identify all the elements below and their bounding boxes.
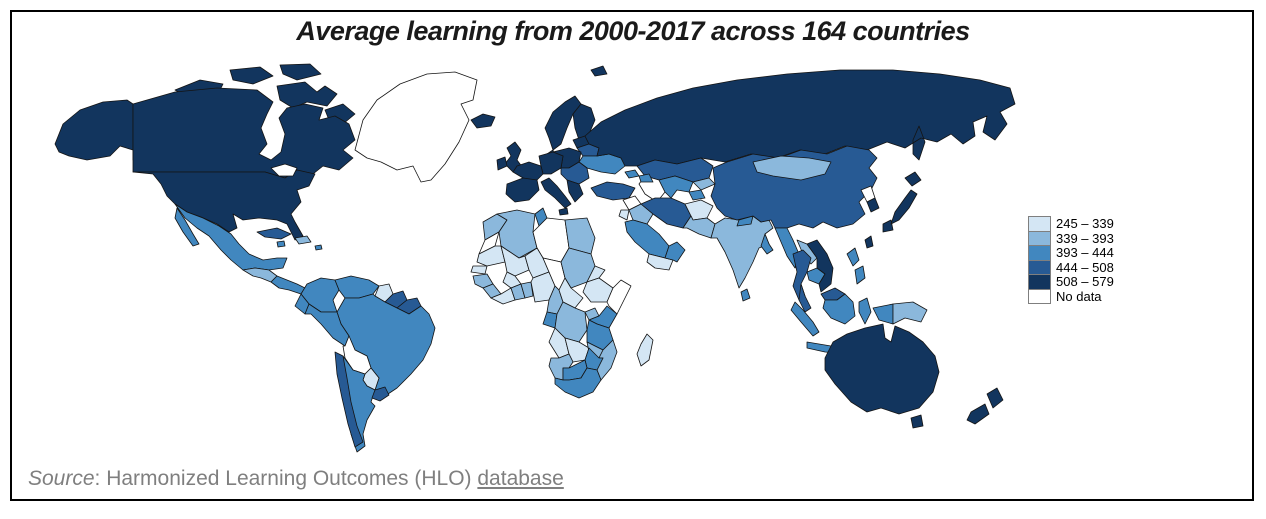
legend-swatch-bin4 xyxy=(1028,259,1051,275)
region-bangladesh xyxy=(760,233,774,255)
region-azerbaijan xyxy=(638,173,654,183)
region-mongolia xyxy=(752,155,832,181)
region-iceland xyxy=(470,113,496,129)
source-database-link[interactable]: database xyxy=(477,467,564,490)
map-regions xyxy=(54,63,1016,453)
region-germany-central xyxy=(538,151,564,175)
region-philippines xyxy=(846,247,866,285)
legend-row: 245 – 339 xyxy=(1028,216,1114,232)
legend-swatch-bin1 xyxy=(1028,216,1051,232)
region-guatemala-honduras xyxy=(242,267,278,283)
region-uzbekistan xyxy=(658,175,694,199)
map-legend: 245 – 339 339 – 393 393 – 444 444 – 508 … xyxy=(1028,216,1114,304)
legend-label: No data xyxy=(1056,288,1102,304)
region-senegal xyxy=(470,265,488,275)
region-ireland xyxy=(496,156,508,171)
region-vietnam xyxy=(806,239,834,293)
region-chile xyxy=(334,351,364,448)
legend-label: 444 – 508 xyxy=(1056,259,1114,275)
legend-swatch-bin3 xyxy=(1028,245,1051,261)
world-map xyxy=(54,63,1016,453)
region-costa-rica-panama xyxy=(270,275,306,295)
region-madagascar xyxy=(636,333,654,367)
region-georgia-armenia xyxy=(624,169,640,179)
region-mexico xyxy=(174,203,288,271)
region-finland xyxy=(572,103,596,141)
source-label: Source xyxy=(28,467,95,490)
region-japan xyxy=(882,171,922,233)
legend-row: 339 – 393 xyxy=(1028,230,1114,246)
region-iberia xyxy=(505,177,540,203)
legend-row: 508 – 579 xyxy=(1028,274,1114,290)
region-france xyxy=(512,161,544,183)
region-greenland xyxy=(354,71,478,183)
legend-label: 245 – 339 xyxy=(1056,216,1114,231)
region-turkey xyxy=(590,181,636,201)
region-hispaniola xyxy=(294,235,312,245)
region-italy xyxy=(540,177,572,216)
region-new-zealand xyxy=(966,387,1004,425)
region-india xyxy=(710,215,774,289)
region-papua-new-guinea xyxy=(892,301,928,325)
region-gabon-congo xyxy=(542,311,558,329)
region-oman xyxy=(664,241,686,263)
legend-swatch-bin5 xyxy=(1028,274,1051,290)
legend-label: 393 – 444 xyxy=(1056,245,1114,260)
region-sri-lanka xyxy=(740,288,751,302)
region-greece xyxy=(566,179,584,203)
legend-swatch-bin2 xyxy=(1028,230,1051,246)
region-china xyxy=(710,145,878,229)
region-saudi-arabia xyxy=(624,219,670,259)
region-australia xyxy=(824,323,940,429)
source-text: : Harmonized Learning Outcomes (HLO) xyxy=(94,467,478,490)
region-south-africa xyxy=(554,367,602,399)
region-uruguay xyxy=(371,386,390,402)
legend-row: 393 – 444 xyxy=(1028,245,1114,261)
region-jordan-israel xyxy=(618,209,630,221)
legend-swatch-nodata xyxy=(1028,288,1051,304)
chart-title: Average learning from 2000-2017 across 1… xyxy=(296,16,970,46)
region-sudan xyxy=(560,247,596,289)
region-tajikistan xyxy=(688,189,706,201)
region-taiwan xyxy=(864,235,874,249)
legend-label: 339 – 393 xyxy=(1056,230,1114,246)
legend-row: 444 – 508 xyxy=(1028,259,1114,275)
region-algeria xyxy=(496,209,538,259)
region-south-korea xyxy=(866,197,880,213)
legend-row: No data xyxy=(1028,288,1114,304)
region-caribbean-islands xyxy=(276,240,323,251)
region-egypt xyxy=(564,217,596,255)
legend-label: 508 – 579 xyxy=(1056,274,1114,289)
great-lakes xyxy=(270,163,298,177)
region-balkans xyxy=(560,161,590,185)
region-cuba xyxy=(256,227,292,240)
source-caption: Source: Harmonized Learning Outcomes (HL… xyxy=(28,467,564,491)
